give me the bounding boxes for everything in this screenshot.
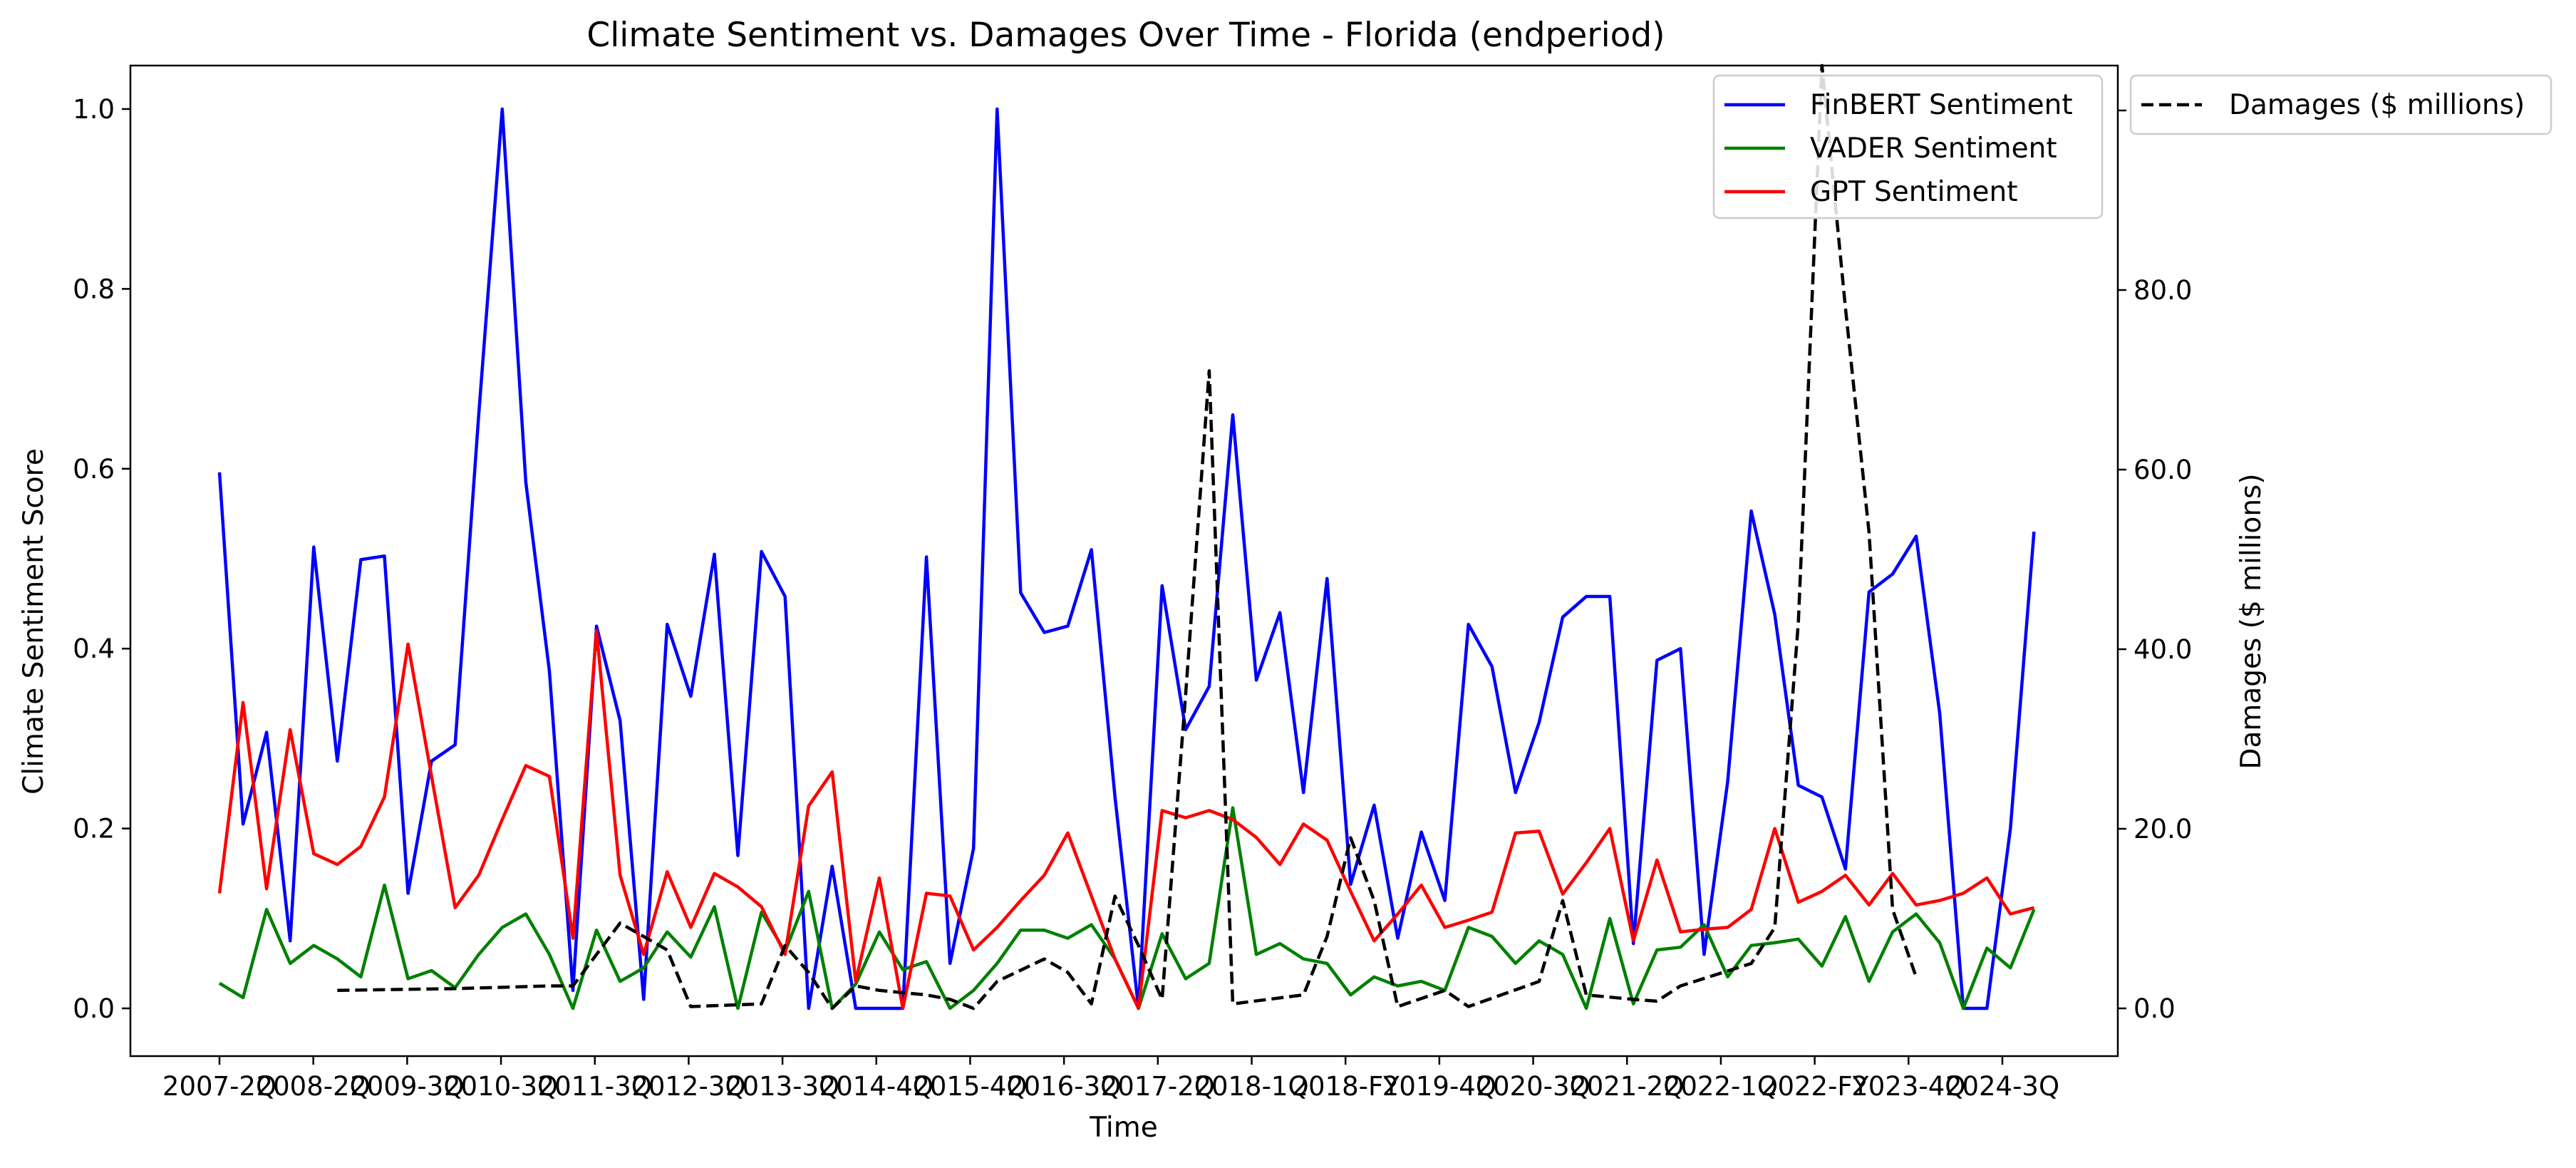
x-tick-label: 2017-2Q bbox=[1101, 1071, 1215, 1102]
legend-label: VADER Sentiment bbox=[1810, 133, 2057, 165]
series-line-damages-millions bbox=[337, 63, 1918, 1011]
legend-damages: Damages ($ millions) bbox=[2129, 74, 2552, 135]
y-tick-label: 1.0 bbox=[73, 94, 115, 125]
x-tick-label: 2022-1Q bbox=[1664, 1071, 1778, 1102]
y2-tick-label: 60.0 bbox=[2133, 455, 2192, 485]
legend-label: GPT Sentiment bbox=[1810, 176, 2018, 208]
x-tick-label: 2014-4Q bbox=[819, 1071, 933, 1102]
legend-box bbox=[1712, 74, 2104, 219]
legend: FinBERT Sentiment VADER Sentiment GPT Sent… bbox=[1712, 74, 2104, 219]
x-tick-label: 2013-3Q bbox=[725, 1071, 839, 1102]
x-tick-label: 2011-3Q bbox=[538, 1071, 652, 1102]
x-tick-label: 2023-4Q bbox=[1851, 1071, 1965, 1102]
y-tick-label: 0.6 bbox=[73, 454, 115, 485]
x-tick-label: 2010-3Q bbox=[444, 1071, 558, 1102]
x-tick-label: 2008-2Q bbox=[257, 1071, 371, 1102]
x-tick-label: 2007-2Q bbox=[162, 1071, 276, 1102]
x-tick-label: 2021-2Q bbox=[1570, 1071, 1684, 1102]
x-tick-label: 2018-1Q bbox=[1194, 1071, 1308, 1102]
x-tick-label: 2024-3Q bbox=[1945, 1071, 2059, 1102]
y-tick-label: 0.4 bbox=[73, 634, 115, 664]
y-tick-label: 0.8 bbox=[73, 274, 115, 304]
x-tick-label: 2016-3Q bbox=[1007, 1071, 1121, 1102]
y2-axis-label: Damages ($ millions) bbox=[2235, 473, 2267, 769]
x-tick-label: 2009-3Q bbox=[350, 1071, 464, 1102]
x-tick-label: 2020-3Q bbox=[1476, 1071, 1590, 1102]
legend-label: FinBERT Sentiment bbox=[1810, 89, 2073, 121]
x-tick-label: 2022-FY bbox=[1761, 1071, 1869, 1102]
y2-tick-label: 0.0 bbox=[2133, 993, 2176, 1024]
y-axis-label: Climate Sentiment Score bbox=[18, 448, 50, 795]
y2-tick-label: 40.0 bbox=[2133, 634, 2192, 665]
plot-area bbox=[217, 63, 2036, 1011]
y-tick-label: 0.2 bbox=[73, 814, 115, 844]
chart-title: Climate Sentiment vs. Damages Over Time … bbox=[586, 16, 1665, 55]
legend-label: Damages ($ millions) bbox=[2229, 89, 2525, 121]
series-line-finbert-sentiment bbox=[217, 107, 2036, 1011]
axes: 0.00.20.40.60.81.00.020.040.060.080.0100… bbox=[73, 64, 2209, 1102]
series-line-gpt-sentiment bbox=[217, 629, 2034, 1011]
x-tick-label: 2015-4Q bbox=[913, 1071, 1027, 1102]
legend2-box bbox=[2129, 74, 2552, 135]
y2-tick-label: 80.0 bbox=[2133, 275, 2192, 306]
y-tick-label: 0.0 bbox=[73, 993, 115, 1024]
x-tick-label: 2019-4Q bbox=[1382, 1071, 1496, 1102]
plot-frame bbox=[129, 64, 2119, 1058]
x-axis-label: Time bbox=[1089, 1112, 1157, 1144]
x-tick-label: 2018-FY bbox=[1292, 1071, 1400, 1102]
x-tick-label: 2012-3Q bbox=[631, 1071, 745, 1102]
y2-tick-label: 20.0 bbox=[2133, 814, 2192, 844]
